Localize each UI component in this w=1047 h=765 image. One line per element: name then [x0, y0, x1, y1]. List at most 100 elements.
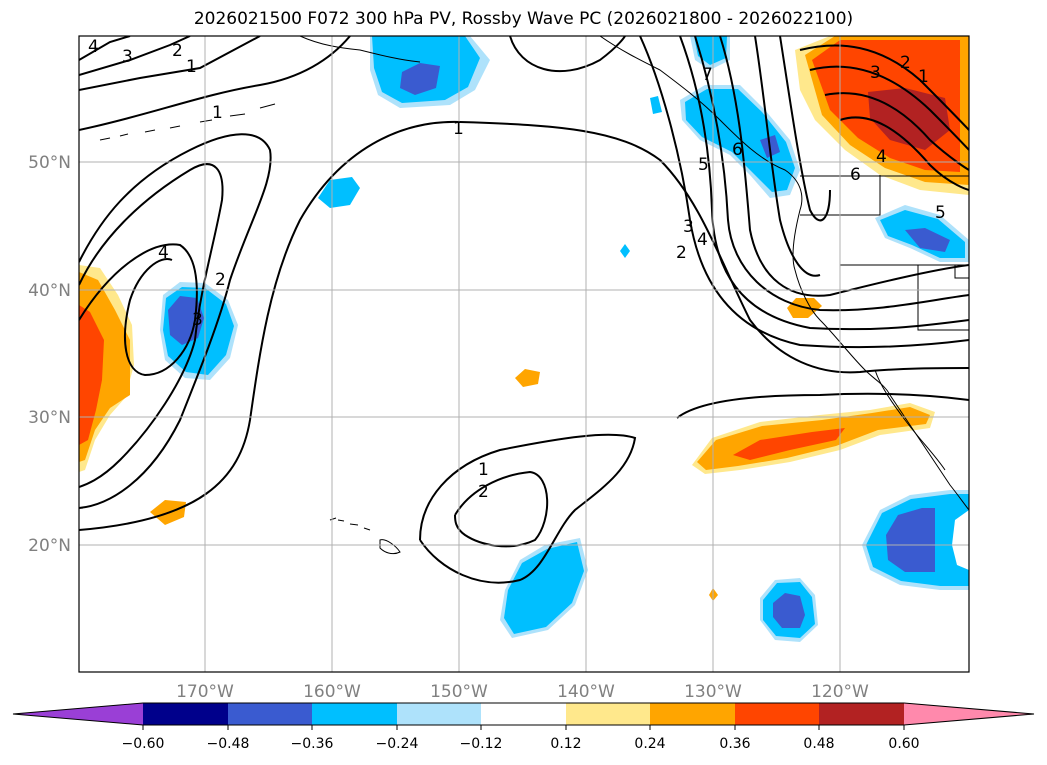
contour-line	[676, 392, 969, 419]
colorbar-segment	[312, 703, 397, 725]
contour-line	[454, 470, 549, 548]
lat-label: 20°N	[28, 536, 71, 556]
coastlines	[99, 36, 969, 555]
colorbar-segment	[566, 703, 650, 725]
colorbar-tick-label: 0.36	[719, 736, 750, 752]
colorbar-tick-label: 0.24	[634, 736, 665, 752]
positive-anomaly-small	[515, 369, 540, 387]
negative-anomaly-east	[905, 228, 950, 252]
colorbar-ticks	[142, 725, 905, 730]
negative-anomaly-small	[318, 177, 360, 208]
contour-label: 6	[732, 140, 743, 160]
plot-frame	[78, 35, 970, 673]
colorbar-tick-label: 0.12	[550, 736, 581, 752]
colorbar-tick-label: 0.60	[888, 736, 919, 752]
contour-label: 4	[88, 37, 99, 57]
contour-line	[79, 120, 969, 531]
lon-labels: 170°W 160°W 150°W 140°W 130°W 120°W	[176, 682, 869, 702]
lon-label: 140°W	[557, 682, 615, 702]
negative-anomaly-small	[650, 96, 662, 114]
contour-label: 3	[683, 217, 694, 237]
colorbar-segment	[904, 703, 1034, 725]
colorbar-segment	[228, 703, 312, 725]
contour-label: 2	[478, 482, 489, 502]
lon-label: 160°W	[303, 682, 361, 702]
contour-label: 2	[900, 53, 911, 73]
contour-label: 2	[215, 270, 226, 290]
contour-line	[79, 133, 272, 509]
colorbar-segment	[735, 703, 819, 725]
negative-anomaly-north	[400, 63, 440, 95]
lon-label: 120°W	[811, 682, 869, 702]
contour-line	[754, 36, 821, 277]
coastline-north-america	[599, 36, 969, 511]
negative-anomaly-small	[620, 244, 630, 258]
contour-line	[719, 36, 969, 297]
lon-label: 130°W	[684, 682, 742, 702]
contour-label: 4	[876, 147, 887, 167]
contour-line	[639, 36, 969, 349]
aleutian-islands	[99, 103, 276, 141]
contour-line	[799, 44, 969, 131]
lat-label: 30°N	[28, 408, 71, 428]
coastline-alaska	[299, 36, 421, 63]
colorbar-tick-labels: −0.60 −0.48 −0.36 −0.24 −0.12 0.12 0.24 …	[122, 736, 920, 752]
contour-label: 1	[212, 103, 223, 123]
colorbar-tick-label: −0.48	[207, 736, 250, 752]
contour-label: 3	[870, 63, 881, 83]
lon-label: 170°W	[176, 682, 234, 702]
contour-label: 5	[935, 203, 946, 223]
lat-label: 50°N	[28, 153, 71, 173]
colorbar-tick-label: 0.48	[803, 736, 834, 752]
contour-label: 5	[698, 155, 709, 175]
contour-label: 4	[697, 230, 708, 250]
figure-title: 2026021500 F072 300 hPa PV, Rossby Wave …	[193, 9, 854, 29]
contour-label: 2	[172, 41, 183, 61]
contour-line	[79, 36, 131, 61]
contour-label: 2	[676, 243, 687, 263]
colorbar-tick-label: −0.60	[122, 736, 165, 752]
pv-contours	[79, 36, 969, 584]
contour-label: 1	[918, 67, 929, 87]
negative-anomaly-far-se	[952, 510, 969, 570]
coastline-baja	[874, 369, 946, 471]
colorbar-tick-label: −0.12	[460, 736, 503, 752]
colorbar-tick-label: −0.24	[376, 736, 419, 752]
contour-line	[79, 163, 224, 488]
colorbar-segment	[650, 703, 735, 725]
contour-label: 1	[453, 119, 464, 139]
lat-labels: 50°N 40°N 30°N 20°N	[28, 153, 71, 556]
contour-line	[679, 36, 969, 331]
colorbar: −0.60 −0.48 −0.36 −0.24 −0.12 0.12 0.24 …	[12, 702, 1035, 752]
gridlines	[79, 36, 969, 672]
contour-line	[79, 36, 351, 131]
contour-label: 6	[850, 165, 861, 185]
colorbar-segment	[13, 703, 143, 725]
colorbar-tick-label: −0.36	[291, 736, 334, 752]
hawaii-islands	[329, 517, 401, 555]
colorbar-segment	[819, 703, 904, 725]
positive-anomaly-band	[733, 428, 845, 460]
negative-anomaly-south	[504, 542, 584, 634]
contour-label: 1	[186, 57, 197, 77]
contour-line	[839, 116, 969, 191]
lat-label: 40°N	[28, 281, 71, 301]
negative-anomaly-se	[773, 593, 805, 628]
colorbar-segment	[397, 703, 481, 725]
contour-line	[694, 36, 969, 312]
contour-line	[79, 36, 191, 76]
colorbar-segment	[481, 703, 566, 725]
contour-label: 4	[158, 243, 169, 263]
negative-anomaly-far-se	[886, 508, 935, 572]
positive-anomaly-west	[79, 305, 104, 445]
contour-label: 3	[122, 47, 133, 67]
contour-label: 3	[192, 310, 203, 330]
map-plot-area: 4 3 2 1 1 4 3 2 1 2 1 7 6 5 4 3 2 3 2 1 …	[79, 36, 969, 672]
contour-label: 1	[478, 460, 489, 480]
contour-line	[419, 433, 637, 584]
contour-labels: 4 3 2 1 1 4 3 2 1 2 1 7 6 5 4 3 2 3 2 1 …	[88, 37, 946, 502]
colorbar-segment	[143, 703, 228, 725]
contour-line	[79, 36, 261, 91]
lon-label: 150°W	[430, 682, 488, 702]
